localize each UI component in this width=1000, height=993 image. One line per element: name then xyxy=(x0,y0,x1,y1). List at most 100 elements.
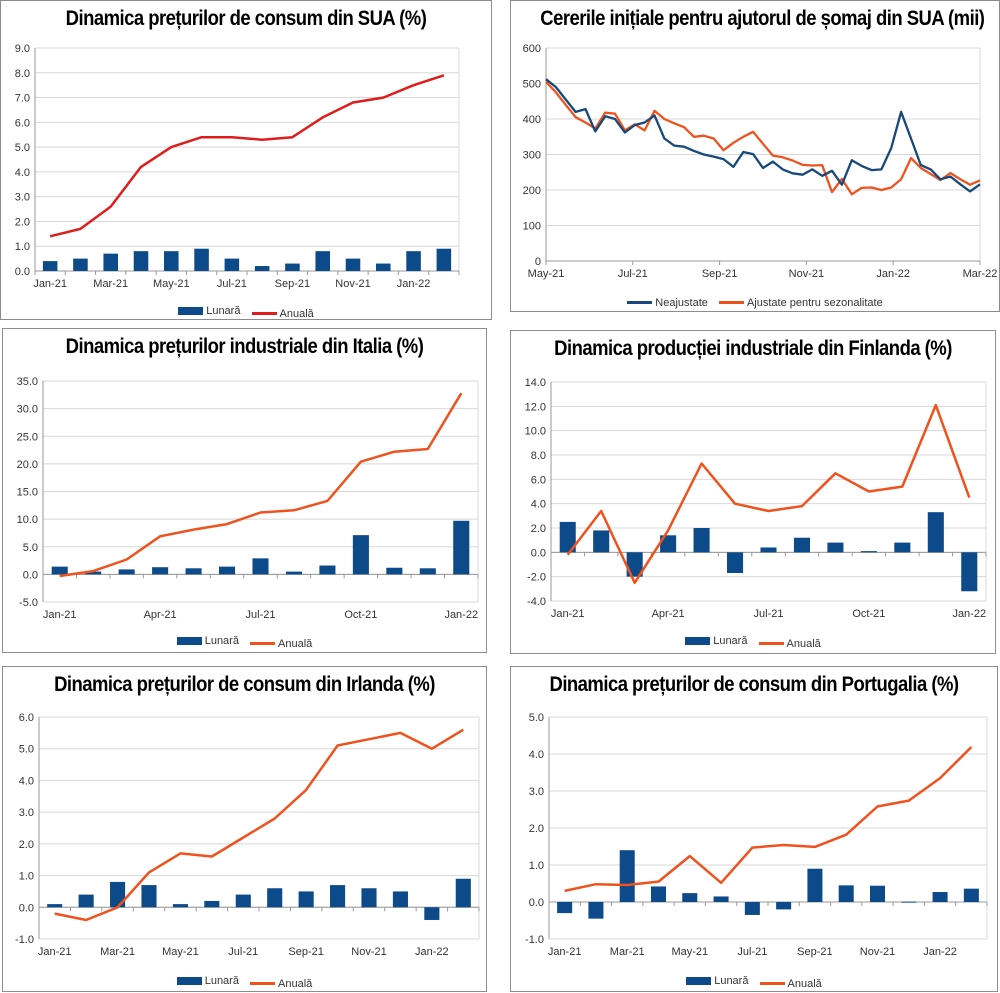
y-tick-label: 4.0 xyxy=(15,167,30,179)
bar-Lunară xyxy=(453,521,469,575)
y-tick-label: 9.0 xyxy=(15,43,30,55)
legend-swatch-line xyxy=(252,312,277,315)
x-tick-label: Mar-21 xyxy=(93,278,128,290)
x-tick-label: Oct-21 xyxy=(852,608,885,620)
bar-Lunară xyxy=(353,535,369,574)
y-tick-label: 1.0 xyxy=(19,871,34,883)
legend-label: Anuală xyxy=(278,638,312,650)
y-tick-label: -1.0 xyxy=(15,934,34,946)
bar-Lunară xyxy=(134,251,149,271)
bar-Lunară xyxy=(745,902,760,915)
bar-Lunară xyxy=(236,895,251,908)
bar-Lunară xyxy=(164,251,179,271)
x-tick-label: Nov-21 xyxy=(789,268,824,280)
y-tick-label: 3.0 xyxy=(529,786,544,798)
legend-item-annual: Anuală xyxy=(759,638,821,650)
x-tick-label: Jan-22 xyxy=(952,608,986,620)
legend-item-annual: Anuală xyxy=(252,308,314,320)
y-tick-label: 5.0 xyxy=(19,744,34,756)
x-tick-label: May-21 xyxy=(528,268,565,280)
legend-item-adjusted: Ajustate pentru sezonalitate xyxy=(719,297,883,309)
x-tick-label: Jul-21 xyxy=(754,608,784,620)
x-tick-label: Apr-21 xyxy=(144,609,177,621)
bar-Lunară xyxy=(299,891,314,907)
chart-legend: Lunară Anuală xyxy=(511,635,995,650)
y-tick-label: 0.0 xyxy=(531,547,546,559)
x-tick-label: Nov-21 xyxy=(860,946,895,958)
legend-label: Lunară xyxy=(205,635,239,647)
y-tick-label: 3.0 xyxy=(19,807,34,819)
y-tick-label: 12.0 xyxy=(525,401,546,413)
bar-Lunară xyxy=(141,885,156,907)
y-tick-label: 2.0 xyxy=(15,216,30,228)
x-tick-label: Mar-22 xyxy=(963,268,998,280)
bar-Lunară xyxy=(330,885,345,907)
legend-label: Anuală xyxy=(788,978,822,990)
chart-legend: Lunară Anuală xyxy=(3,975,486,990)
line-series-annual xyxy=(50,75,444,236)
bar-Lunară xyxy=(839,885,854,902)
legend-label: Neajustate xyxy=(655,297,708,309)
y-tick-label: 0.0 xyxy=(23,569,38,581)
bar-Lunară xyxy=(964,889,979,902)
x-tick-label: Sep-21 xyxy=(702,268,737,280)
bar-Lunară xyxy=(807,869,822,902)
y-tick-label: 6.0 xyxy=(531,474,546,486)
bar-Lunară xyxy=(386,568,402,575)
legend-item-annual: Anuală xyxy=(250,638,312,650)
x-tick-label: Mar-21 xyxy=(610,946,645,958)
y-tick-label: 10.0 xyxy=(525,426,546,438)
bar-Lunară xyxy=(204,901,219,907)
bar-Lunară xyxy=(727,552,743,573)
bar-Lunară xyxy=(110,882,125,907)
line-series-line_orange xyxy=(546,82,980,195)
x-tick-label: Sep-21 xyxy=(275,278,310,290)
legend-item-monthly: Lunară xyxy=(177,975,239,987)
x-tick-label: Jan-22 xyxy=(923,946,957,958)
bar-Lunară xyxy=(437,249,452,271)
bar-Lunară xyxy=(194,249,209,271)
legend-item-annual: Anuală xyxy=(760,978,822,990)
y-tick-label: 15.0 xyxy=(17,487,38,499)
legend-item-annual: Anuală xyxy=(250,978,312,990)
bar-Lunară xyxy=(47,904,62,907)
x-tick-label: Jul-21 xyxy=(228,946,258,958)
bar-Lunară xyxy=(393,891,408,907)
legend-swatch-line xyxy=(760,982,785,985)
x-tick-label: Jul-21 xyxy=(217,278,247,290)
y-tick-label: 5.0 xyxy=(15,142,30,154)
x-tick-label: Jan-21 xyxy=(33,278,67,290)
y-tick-label: 4.0 xyxy=(529,749,544,761)
y-tick-label: 6.0 xyxy=(19,712,34,724)
bar-Lunară xyxy=(119,569,135,574)
legend-swatch-line xyxy=(719,301,744,304)
legend-label: Ajustate pentru sezonalitate xyxy=(747,297,883,309)
chart-finland-ip: -4.0-2.00.02.04.06.08.010.012.014.0Jan-2… xyxy=(511,331,997,655)
y-tick-label: 100 xyxy=(523,221,541,233)
y-tick-label: 2.0 xyxy=(529,823,544,835)
x-tick-label: Jan-22 xyxy=(397,278,431,290)
legend-swatch-bar xyxy=(177,637,202,645)
x-tick-label: Jan-21 xyxy=(38,946,72,958)
bar-Lunară xyxy=(103,254,118,271)
bar-Lunară xyxy=(827,543,843,553)
y-tick-label: 300 xyxy=(523,150,541,162)
bar-Lunară xyxy=(456,879,471,908)
chart-panel-italy-ppi: Dinamica prețurilor industriale din Ital… xyxy=(2,328,487,653)
bar-Lunară xyxy=(255,266,270,271)
x-tick-label: May-21 xyxy=(671,946,708,958)
y-tick-label: 8.0 xyxy=(531,450,546,462)
y-tick-label: 4.0 xyxy=(19,775,34,787)
bar-Lunară xyxy=(43,261,58,271)
x-tick-label: Jul-21 xyxy=(737,946,767,958)
y-tick-label: 600 xyxy=(523,43,541,55)
y-tick-label: 5.0 xyxy=(23,542,38,554)
x-tick-label: Jan-22 xyxy=(876,268,910,280)
legend-swatch-line xyxy=(250,642,275,645)
y-tick-label: 3.0 xyxy=(15,192,30,204)
bar-Lunară xyxy=(714,896,729,902)
bar-Lunară xyxy=(406,251,421,271)
bar-Lunară xyxy=(588,902,603,919)
legend-label: Lunară xyxy=(713,635,747,647)
